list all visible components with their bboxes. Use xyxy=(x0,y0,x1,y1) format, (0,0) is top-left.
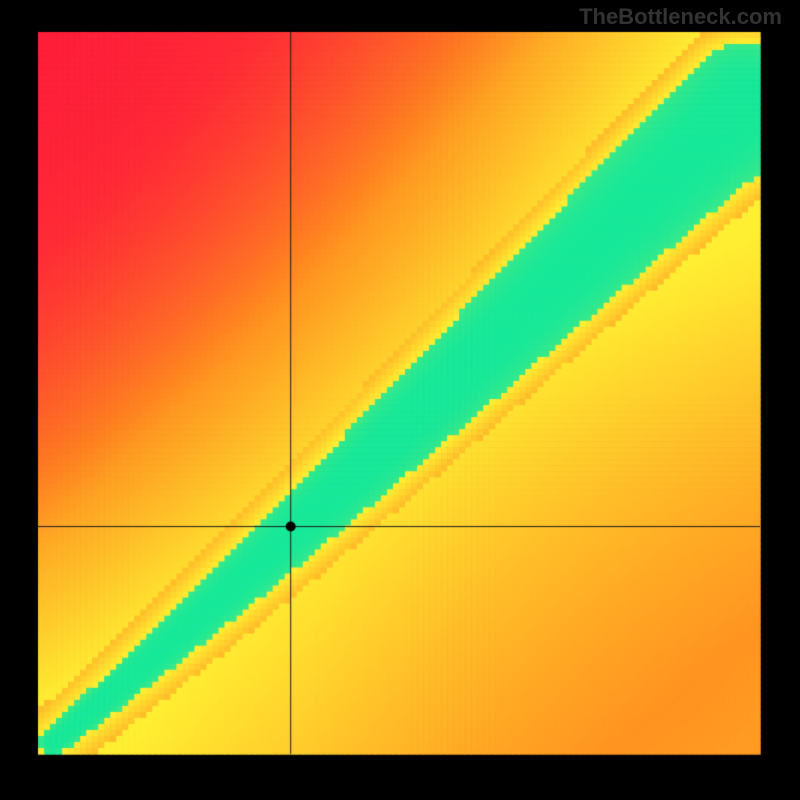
bottleneck-heatmap xyxy=(0,0,800,800)
watermark-text: TheBottleneck.com xyxy=(579,4,782,30)
chart-container: { "watermark": { "text": "TheBottleneck.… xyxy=(0,0,800,800)
